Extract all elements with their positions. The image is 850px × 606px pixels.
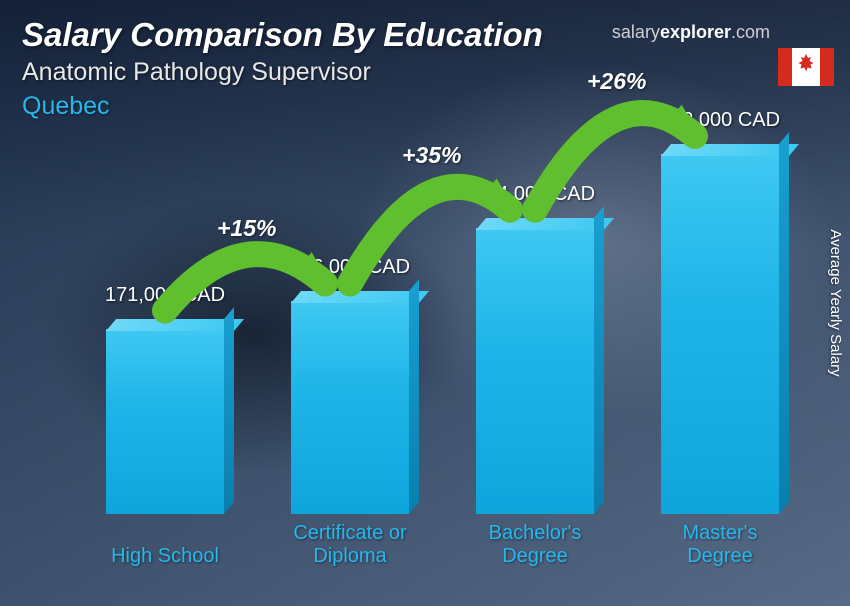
percent-increase-badge: +35% [402,142,461,169]
bar-value-label: 332,000 CAD [660,109,780,132]
percent-increase-badge: +15% [217,215,276,242]
infographic-container: Salary Comparison By Education Anatomic … [0,0,850,606]
brand-bold: explorer [660,22,731,42]
salary-bar [661,154,779,514]
bar-category-label: Master'sDegree [635,522,805,568]
salary-bar-chart: 171,000 CAD High School 196,000 CAD Certifi… [70,48,800,568]
brand-suffix: .com [731,22,770,42]
salary-bar [476,228,594,514]
salary-bar [291,301,409,514]
bar-category-label: Certificate orDiploma [265,522,435,568]
bar-value-label: 264,000 CAD [475,183,595,206]
bar-category-label: Bachelor'sDegree [450,522,620,568]
bar-value-label: 171,000 CAD [105,284,225,307]
y-axis-label: Average Yearly Salary [827,229,844,376]
percent-increase-badge: +26% [587,68,646,95]
salary-bar [106,329,224,514]
brand-watermark: salaryexplorer.com [612,22,770,43]
brand-prefix: salary [612,22,660,42]
bar-value-label: 196,000 CAD [290,256,410,279]
bar-category-label: High School [80,545,250,568]
